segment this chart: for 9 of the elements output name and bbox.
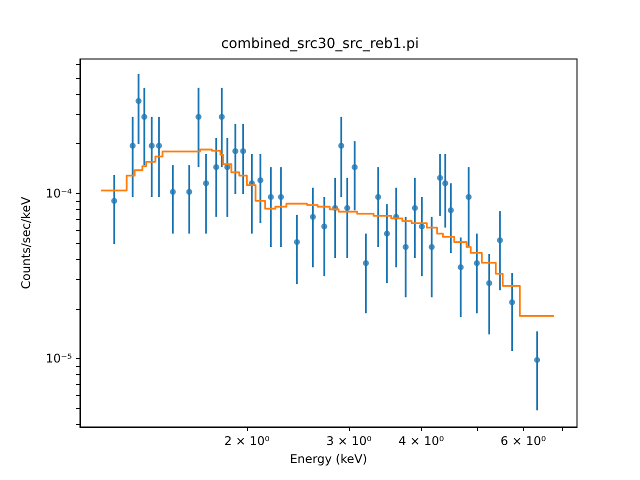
x-tick-label: 2 × 10⁰ [224,434,270,448]
x-tick-label: 6 × 10⁰ [500,434,546,448]
chart-title: combined_src30_src_reb1.pi [221,36,419,52]
y-tick-label: 10⁻⁵ [46,352,72,366]
y-axis-title: Counts/sec/keV [19,196,33,290]
y-tick-label: 10⁻⁴ [46,186,72,200]
x-tick-label: 3 × 10⁰ [326,434,372,448]
x-axis-title: Energy (keV) [290,452,368,466]
x-tick-label: 4 × 10⁰ [398,434,444,448]
